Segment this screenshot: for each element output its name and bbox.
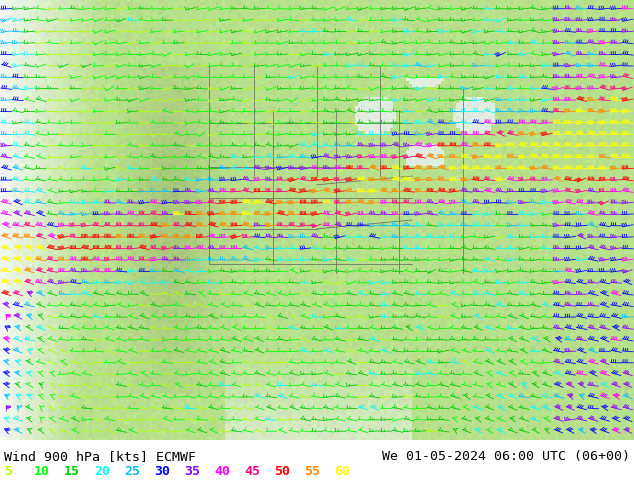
Text: 5: 5: [4, 465, 12, 478]
Text: 60: 60: [334, 465, 350, 478]
Text: 55: 55: [304, 465, 320, 478]
Text: 30: 30: [154, 465, 170, 478]
Text: 10: 10: [34, 465, 50, 478]
Text: 45: 45: [244, 465, 260, 478]
Text: 50: 50: [274, 465, 290, 478]
Text: 15: 15: [64, 465, 80, 478]
Text: 40: 40: [214, 465, 230, 478]
Text: 35: 35: [184, 465, 200, 478]
Text: 25: 25: [124, 465, 140, 478]
Text: 20: 20: [94, 465, 110, 478]
Text: We 01-05-2024 06:00 UTC (06+00): We 01-05-2024 06:00 UTC (06+00): [382, 450, 630, 463]
Text: Wind 900 hPa [kts] ECMWF: Wind 900 hPa [kts] ECMWF: [4, 450, 196, 463]
